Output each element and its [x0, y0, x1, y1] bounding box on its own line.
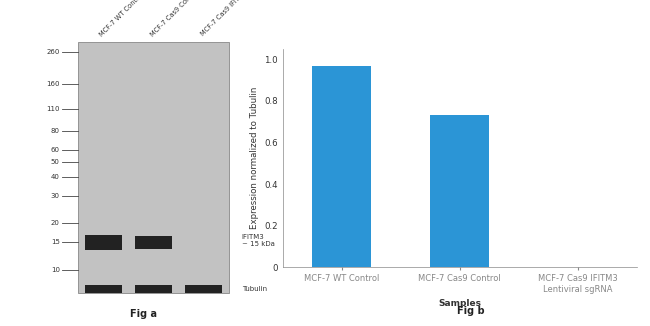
- Text: 80: 80: [51, 128, 60, 134]
- Y-axis label: Expression normalized to Tubulin: Expression normalized to Tubulin: [250, 87, 259, 229]
- X-axis label: Samples: Samples: [438, 299, 482, 308]
- Bar: [312, 66, 371, 267]
- Text: 30: 30: [51, 193, 60, 199]
- Bar: [78, 42, 229, 293]
- Bar: [84, 285, 122, 293]
- Bar: [430, 115, 489, 267]
- Bar: [135, 236, 172, 249]
- Text: 50: 50: [51, 159, 60, 165]
- Text: 160: 160: [46, 82, 60, 87]
- Bar: [84, 235, 122, 250]
- Text: IFITM3
~ 15 kDa: IFITM3 ~ 15 kDa: [242, 234, 275, 247]
- Text: Fig a: Fig a: [129, 309, 157, 319]
- Text: 10: 10: [51, 267, 60, 273]
- Text: 40: 40: [51, 174, 60, 180]
- Text: MCF-7 WT Control: MCF-7 WT Control: [99, 0, 146, 37]
- Text: MCF-7 Cas9 Control: MCF-7 Cas9 Control: [149, 0, 200, 37]
- Text: MCF-7 Cas9 IFITM3 Lentiviral sgRNA: MCF-7 Cas9 IFITM3 Lentiviral sgRNA: [200, 0, 288, 37]
- Text: 260: 260: [46, 49, 60, 55]
- Bar: [135, 285, 172, 293]
- Bar: [185, 285, 222, 293]
- Text: 110: 110: [46, 106, 60, 112]
- Text: 60: 60: [51, 147, 60, 153]
- Text: Tubulin: Tubulin: [242, 286, 267, 292]
- Text: Fig b: Fig b: [458, 306, 485, 316]
- Text: 20: 20: [51, 220, 60, 226]
- Text: 15: 15: [51, 240, 60, 245]
